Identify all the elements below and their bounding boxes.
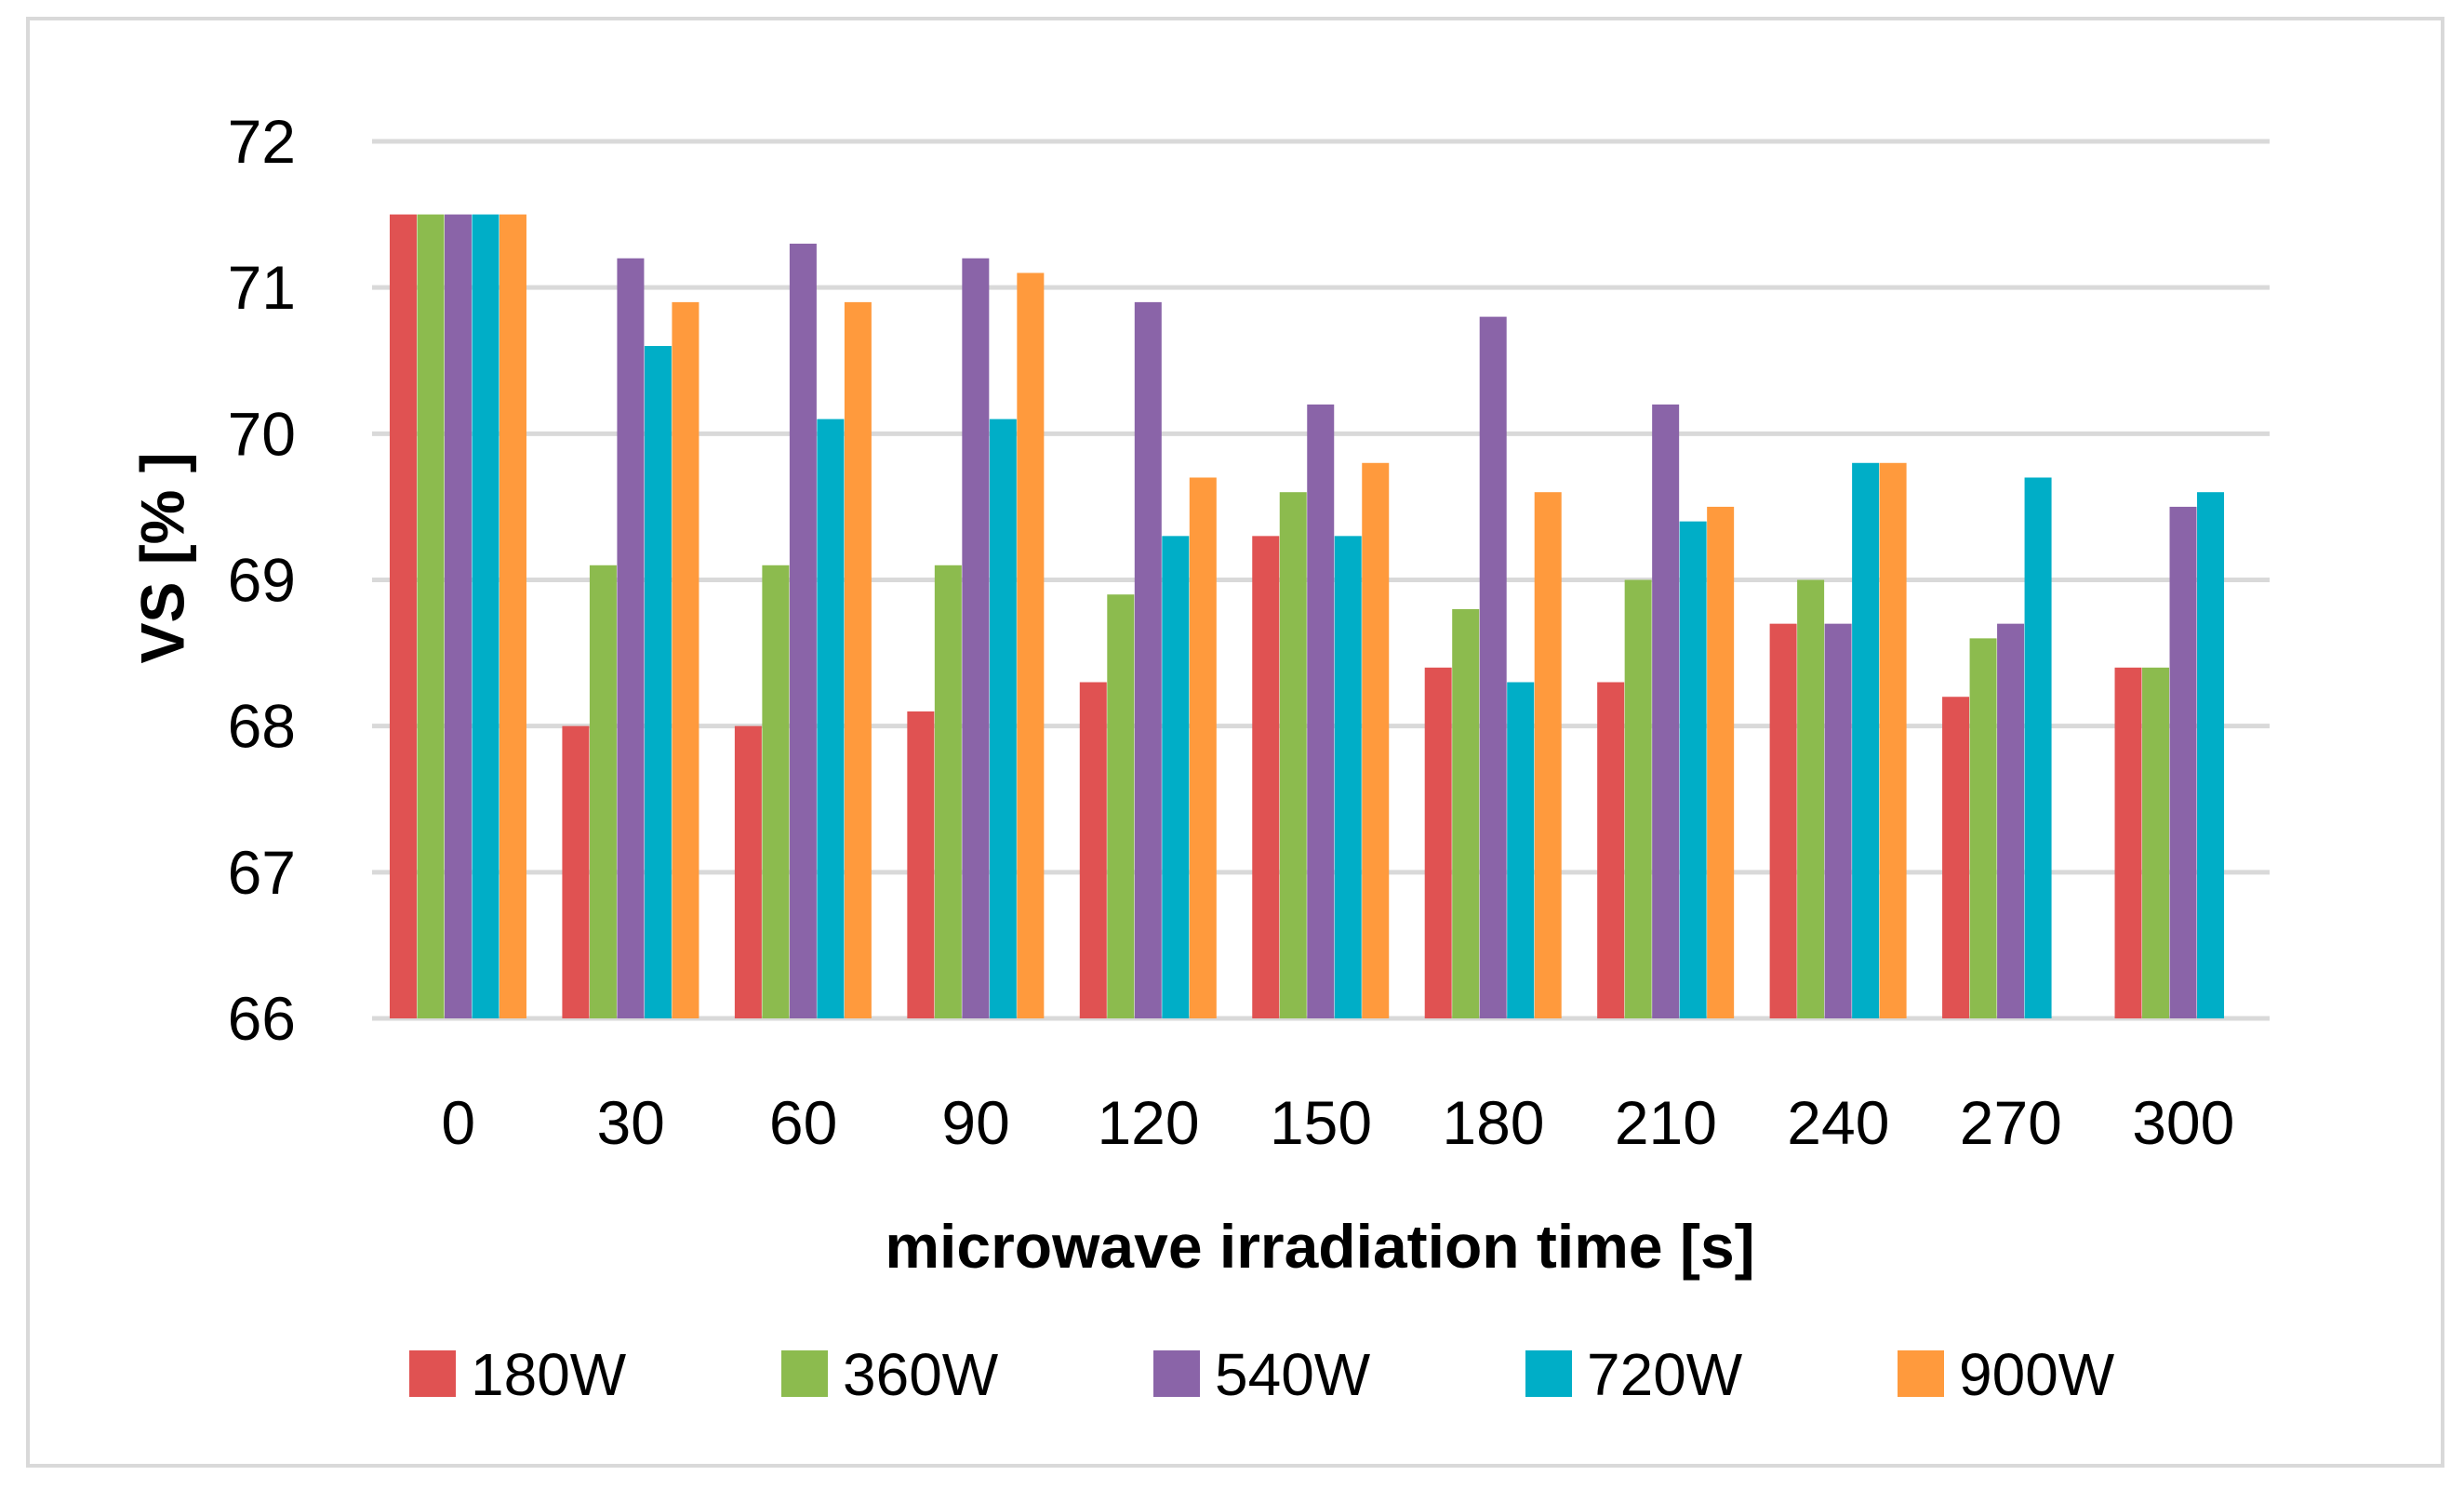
bar-360W-300 xyxy=(2142,667,2170,1018)
bar-180W-180 xyxy=(1424,667,1452,1018)
bar-720W-180 xyxy=(1507,682,1535,1018)
y-tick-label: 68 xyxy=(228,692,296,761)
legend-label-720W: 720W xyxy=(1587,1341,1743,1408)
bar-180W-240 xyxy=(1769,623,1797,1018)
legend-label-540W: 540W xyxy=(1215,1341,1371,1408)
bar-900W-180 xyxy=(1534,492,1562,1018)
legend-swatch-900W xyxy=(1898,1350,1944,1397)
bar-900W-0 xyxy=(499,214,526,1019)
legend-swatch-540W xyxy=(1153,1350,1200,1397)
bar-180W-0 xyxy=(389,214,417,1019)
x-axis-title: microwave irradiation time [s] xyxy=(885,1212,1754,1281)
bar-540W-180 xyxy=(1479,316,1507,1019)
bar-720W-30 xyxy=(644,346,672,1018)
x-tick-label: 120 xyxy=(1097,1088,1199,1157)
bars xyxy=(389,214,2225,1019)
y-tick-label: 70 xyxy=(228,399,296,468)
x-tick-label: 270 xyxy=(1960,1088,2062,1157)
y-tick-label: 66 xyxy=(228,984,296,1053)
bar-180W-30 xyxy=(562,725,590,1018)
bar-360W-90 xyxy=(934,565,962,1018)
bar-180W-270 xyxy=(1942,697,1970,1018)
legend-label-180W: 180W xyxy=(471,1341,627,1408)
x-tick-label: 60 xyxy=(769,1088,837,1157)
bar-540W-210 xyxy=(1652,404,1680,1018)
bar-540W-270 xyxy=(1997,623,2025,1018)
x-tick-label: 90 xyxy=(941,1088,1009,1157)
x-tick-label: 180 xyxy=(1442,1088,1544,1157)
bar-720W-300 xyxy=(2197,492,2225,1018)
bar-360W-30 xyxy=(589,565,617,1018)
bar-540W-120 xyxy=(1134,301,1162,1019)
bar-360W-150 xyxy=(1279,492,1307,1018)
bar-360W-0 xyxy=(417,214,445,1019)
x-tick-label: 210 xyxy=(1615,1088,1717,1157)
bar-540W-300 xyxy=(2169,506,2197,1018)
legend-swatch-360W xyxy=(781,1350,828,1397)
bar-180W-150 xyxy=(1252,536,1280,1018)
bar-900W-210 xyxy=(1707,506,1735,1018)
bar-180W-210 xyxy=(1597,682,1625,1018)
bar-360W-270 xyxy=(1969,638,1997,1018)
bar-360W-210 xyxy=(1624,579,1652,1018)
legend-swatch-720W xyxy=(1525,1350,1572,1397)
y-tick-label: 69 xyxy=(228,546,296,615)
bar-900W-60 xyxy=(844,301,872,1019)
legend-swatch-180W xyxy=(409,1350,456,1397)
y-axis-title: VS [% ] xyxy=(127,452,196,663)
bar-540W-150 xyxy=(1307,404,1335,1018)
bar-360W-60 xyxy=(762,565,790,1018)
bar-540W-30 xyxy=(617,258,645,1018)
bar-180W-120 xyxy=(1079,682,1107,1018)
bar-180W-300 xyxy=(2114,667,2142,1018)
bar-180W-90 xyxy=(907,711,935,1018)
y-tick-label: 72 xyxy=(228,107,296,176)
bar-720W-0 xyxy=(472,214,499,1019)
bar-360W-240 xyxy=(1797,579,1825,1018)
bar-900W-120 xyxy=(1189,477,1217,1018)
bar-900W-150 xyxy=(1362,462,1390,1018)
bar-540W-240 xyxy=(1824,623,1852,1018)
bar-720W-150 xyxy=(1334,536,1362,1018)
bar-360W-120 xyxy=(1107,594,1135,1018)
bar-720W-270 xyxy=(2024,477,2052,1018)
y-tick-label: 71 xyxy=(228,253,296,322)
y-tick-label: 67 xyxy=(228,838,296,907)
bar-900W-240 xyxy=(1879,462,1907,1018)
bar-720W-210 xyxy=(1679,521,1707,1018)
legend: 180W 360W 540W 720W 900W xyxy=(409,1341,2115,1408)
bar-720W-240 xyxy=(1852,462,1880,1018)
legend-label-900W: 900W xyxy=(1959,1341,2115,1408)
bar-360W-180 xyxy=(1452,608,1480,1018)
y-axis-ticks: 66 67 68 69 70 71 72 xyxy=(228,107,296,1053)
bar-720W-60 xyxy=(817,419,845,1018)
x-axis-ticks: 0 30 60 90 120 150 180 210 240 270 300 xyxy=(441,1088,2234,1157)
x-tick-label: 300 xyxy=(2132,1088,2234,1157)
bar-720W-120 xyxy=(1162,536,1190,1018)
legend-label-360W: 360W xyxy=(843,1341,999,1408)
bar-540W-0 xyxy=(444,214,472,1019)
bar-540W-90 xyxy=(962,258,990,1018)
x-tick-label: 240 xyxy=(1787,1088,1889,1157)
x-tick-label: 30 xyxy=(596,1088,664,1157)
x-tick-label: 150 xyxy=(1270,1088,1372,1157)
bar-900W-30 xyxy=(672,301,699,1019)
x-tick-label: 0 xyxy=(441,1088,475,1157)
bar-180W-60 xyxy=(734,725,762,1018)
bar-900W-90 xyxy=(1017,272,1045,1018)
bar-540W-60 xyxy=(789,244,817,1018)
bar-720W-90 xyxy=(989,419,1017,1018)
